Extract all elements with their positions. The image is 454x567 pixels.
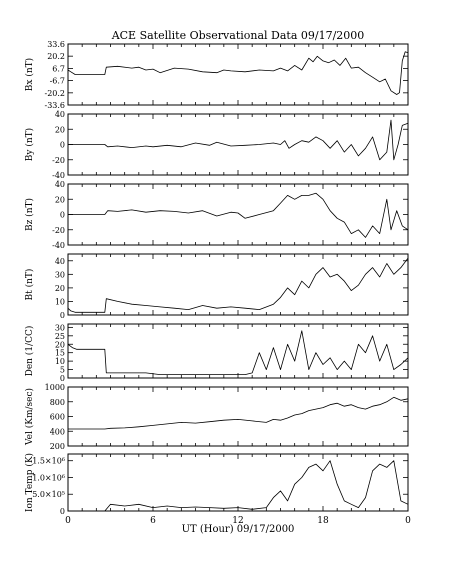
figure-title: ACE Satellite Observational Data 09/17/2… [111, 29, 365, 42]
den-y-tick-label: 25 [55, 332, 65, 341]
bz-y-tick-label: 40 [55, 180, 65, 189]
den-y-tick-label: 30 [55, 323, 65, 332]
by-y-tick-label: 40 [55, 110, 65, 119]
by-frame [67, 113, 409, 176]
ion-temp-y-tick-label: 0 [60, 507, 65, 516]
bx-y-tick-label: -33.6 [44, 101, 65, 110]
bt-y-tick-label: 20 [55, 284, 65, 293]
bt-series-line [67, 257, 409, 313]
bx-series-line [67, 51, 409, 95]
bt-y-tick-label: 0 [60, 311, 65, 320]
bz-y-tick-label: 0 [60, 211, 65, 220]
den-y-tick-label: 20 [55, 340, 65, 349]
by-y-tick-label: 20 [55, 125, 65, 134]
bx-frame [67, 43, 409, 106]
x-tick-label: 0 [405, 516, 411, 526]
vel-y-tick-label: 1000 [45, 383, 65, 392]
bt-panel: 40 30 20 10 0 Bt (nT) [24, 253, 409, 320]
bx-y-tick-label: 6.7 [52, 64, 65, 73]
bx-y-tick-label: -20.2 [44, 89, 65, 98]
bz-y-tick-label: 20 [55, 195, 65, 204]
x-axis-label: UT (Hour) 09/17/2000 [182, 524, 295, 535]
bx-panel: 33.6 20.2 6.7 -6.7 -20.2 -33.6 Bx (nT) [24, 40, 409, 110]
den-y-tick-label: 0 [60, 374, 65, 383]
vel-frame [67, 386, 409, 447]
bx-y-tick-label: 33.6 [47, 40, 65, 49]
bt-y-tick-label: 40 [55, 257, 65, 266]
by-y-tick-label: 0 [60, 141, 65, 150]
bz-frame [67, 183, 409, 246]
vel-panel: 1000 800 600 400 200 Vel (Km/sec) [24, 383, 409, 451]
bx-y-tick-label: -6.7 [50, 77, 65, 86]
vel-y-tick-label: 200 [50, 442, 65, 451]
den-y-tick-label: 5 [60, 366, 65, 375]
vel-y-tick-label: 800 [50, 398, 65, 407]
bx-y-tick-label: 20.2 [47, 52, 65, 61]
ion-temp-y-tick-label: 5.0×10⁵ [32, 490, 65, 499]
ion-temp-panel: 1.5×10⁶ 1.0×10⁶ 5.0×10⁵ 0 Ion Temp (K) [24, 453, 409, 516]
by-y-tick-label: -40 [52, 171, 65, 180]
bt-frame [67, 253, 409, 316]
x-tick-label: 18 [317, 516, 329, 526]
den-frame [67, 323, 409, 379]
ion-temp-y-tick-label: 1.0×10⁶ [32, 473, 65, 482]
bt-y-axis-label: Bt (nT) [24, 269, 35, 301]
bz-panel: 40 20 0 -20 -40 Bz (nT) [24, 180, 409, 250]
x-tick-label: 12 [232, 516, 243, 526]
bz-y-tick-label: -40 [52, 241, 65, 250]
bz-series-line [68, 192, 409, 238]
ion-temp-y-tick-label: 1.5×10⁶ [32, 457, 65, 466]
vel-y-tick-label: 600 [50, 413, 65, 422]
x-tick-label: 6 [150, 516, 156, 526]
bt-y-tick-label: 10 [55, 297, 65, 306]
by-y-tick-label: -20 [52, 156, 65, 165]
bx-y-axis-label: Bx (nT) [24, 58, 35, 91]
by-panel: 40 20 0 -20 -40 By (nT) [24, 110, 409, 180]
ion-temp-frame [67, 453, 409, 512]
x-tick-label: 0 [65, 516, 71, 526]
vel-series-line [68, 396, 409, 430]
vel-y-axis-label: Vel (Km/sec) [24, 388, 35, 446]
den-y-axis-label: Den (1/CC) [24, 326, 35, 377]
bz-y-axis-label: Bz (nT) [24, 198, 35, 231]
den-y-tick-label: 15 [55, 349, 65, 358]
ion-temp-series-line [68, 460, 409, 512]
bt-y-tick-label: 30 [55, 270, 65, 279]
ion-temp-y-axis-label: Ion Temp (K) [24, 453, 35, 512]
by-y-axis-label: By (nT) [24, 128, 35, 161]
den-series-line [67, 330, 409, 375]
den-y-tick-label: 10 [55, 357, 65, 366]
bz-y-tick-label: -20 [52, 226, 65, 235]
vel-y-tick-label: 400 [50, 427, 65, 436]
panels: 33.620.26.7-6.7-20.2-33.6Bx (nT)40200-20… [24, 40, 411, 526]
by-series-line [68, 119, 409, 161]
